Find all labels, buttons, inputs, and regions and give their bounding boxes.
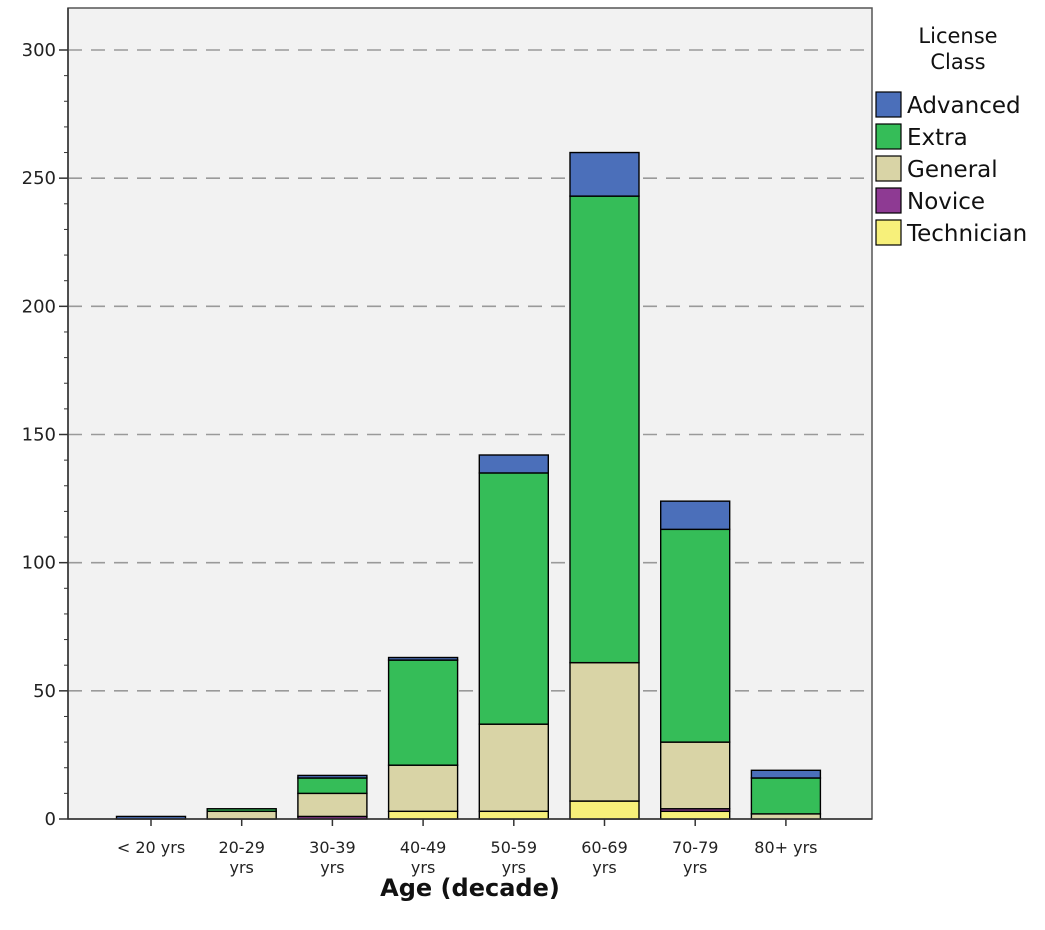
y-tick-label: 50 <box>33 681 56 702</box>
bar-segment <box>478 723 549 813</box>
legend-swatch <box>875 123 902 150</box>
legend-label: Extra <box>907 125 968 151</box>
bar-segment <box>569 151 640 197</box>
y-tick-label: 300 <box>22 40 56 61</box>
legend-swatch <box>875 187 902 214</box>
plot-area <box>67 7 873 820</box>
x-tick-label: 60-69 yrs <box>581 838 628 877</box>
legend-swatch <box>875 219 902 246</box>
legend-title: License <box>918 24 997 48</box>
bar-segment <box>750 777 822 815</box>
bar-segment <box>387 810 459 820</box>
bar-segment <box>206 808 277 813</box>
bar-segment <box>387 656 459 661</box>
bar-segment <box>750 813 822 820</box>
x-tick-label: 30-39 yrs <box>309 838 356 877</box>
x-tick-label: < 20 yrs <box>117 838 185 857</box>
x-axis: < 20 yrs 20-29 yrs 30-39 yrs 40-49 yrs 50-59 yrs… <box>68 818 872 877</box>
x-tick-label: 50-59 yrs <box>491 838 538 877</box>
bar-segment <box>569 661 640 802</box>
x-tick-label: 20-29 yrs <box>218 838 265 877</box>
bar-segment <box>297 774 368 779</box>
bar-segment <box>750 769 822 779</box>
y-tick-label: 0 <box>45 809 56 830</box>
bar-segment <box>660 741 731 810</box>
bar-segment <box>660 500 731 531</box>
bar-segment <box>569 195 640 664</box>
y-tick-label: 150 <box>22 425 56 446</box>
bars <box>115 151 822 820</box>
bar-segment <box>478 472 549 725</box>
legend-swatch <box>875 91 902 118</box>
bar-segment <box>478 810 549 820</box>
x-tick-label: 80+ yrs <box>754 838 817 857</box>
legend-label: Technician <box>906 221 1027 247</box>
bar-segment <box>478 454 549 474</box>
x-axis-title: Age (decade) <box>380 874 560 902</box>
bar-segment <box>297 777 368 795</box>
bar-segment <box>660 810 731 820</box>
bar-segment <box>660 528 731 743</box>
legend-swatch <box>875 155 902 182</box>
bar-segment <box>206 810 277 820</box>
bar-segment <box>387 764 459 813</box>
y-axis: 0 50 100 150 200 250 300 <box>22 8 69 830</box>
legend-title: Class <box>930 50 985 74</box>
y-tick-label: 250 <box>22 168 56 189</box>
legend-label: Advanced <box>907 93 1021 119</box>
legend-label: Novice <box>907 189 985 215</box>
y-tick-label: 100 <box>22 553 56 574</box>
bar-segment <box>387 659 459 766</box>
bar-segment <box>569 800 640 820</box>
x-tick-label: 40-49 yrs <box>400 838 447 877</box>
y-tick-label: 200 <box>22 296 56 317</box>
bar-segment <box>297 792 368 818</box>
x-tick-label: 70-79 yrs <box>672 838 719 877</box>
legend-label: General <box>907 157 998 183</box>
grid-lines <box>68 49 872 692</box>
